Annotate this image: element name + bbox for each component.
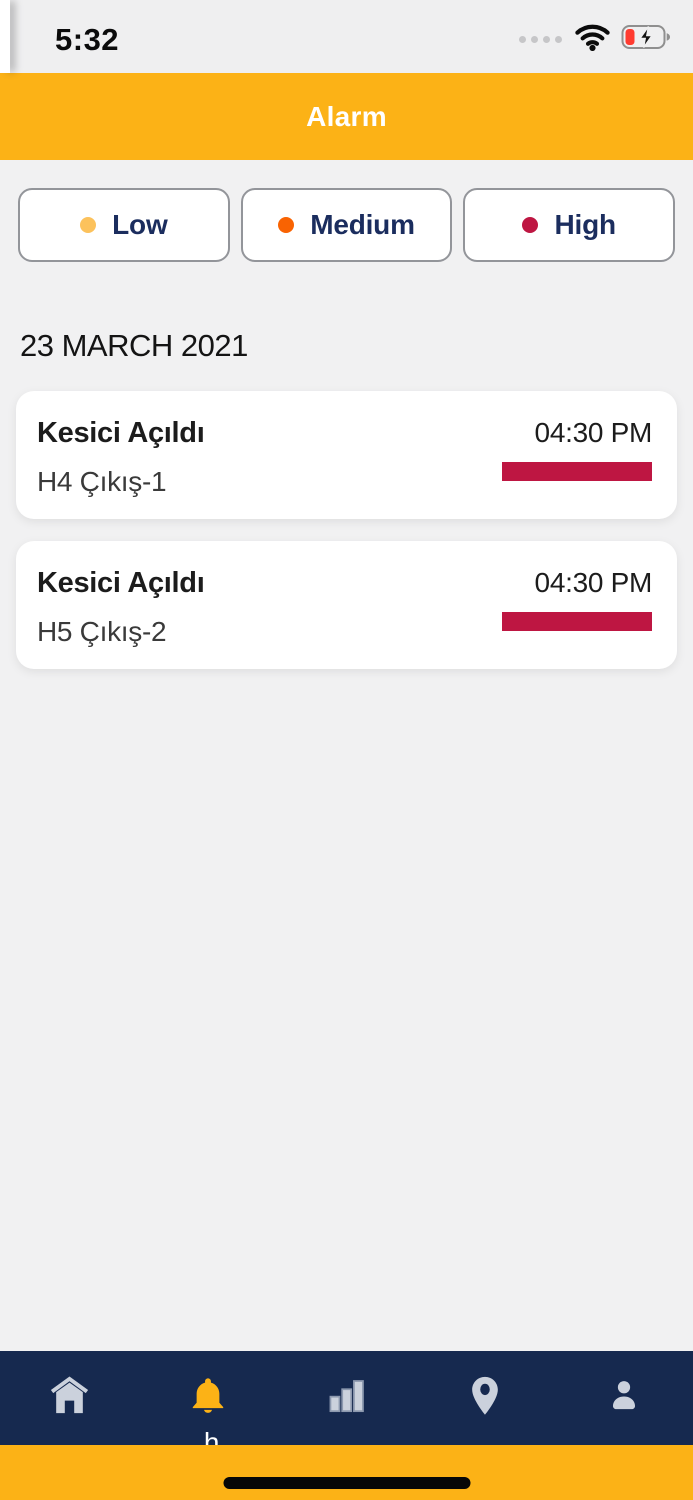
filter-button-low[interactable]: Low <box>18 188 230 262</box>
wifi-icon <box>574 23 611 56</box>
severity-bar <box>502 612 652 631</box>
filter-label: High <box>554 209 616 240</box>
low-severity-dot <box>80 217 97 233</box>
alarm-card-meta: 04:30 PM <box>502 567 652 669</box>
medium-severity-dot <box>278 217 295 233</box>
alarm-time: 04:30 PM <box>534 417 653 448</box>
bar-chart-icon <box>323 1372 370 1424</box>
page-title: Alarm <box>306 100 387 132</box>
alarm-time: 04:30 PM <box>534 567 653 598</box>
status-icons <box>519 23 673 56</box>
drawer-edge <box>0 0 10 73</box>
bell-icon <box>186 1374 230 1423</box>
nav-item-profile[interactable] <box>554 1351 693 1445</box>
battery-charging-icon <box>621 24 673 55</box>
high-severity-dot <box>522 217 539 233</box>
alarm-source: H5 Çıkış-2 <box>37 616 167 647</box>
alarm-title: Kesici Açıldı <box>37 567 205 599</box>
alarm-card[interactable]: Kesici Açıldı H5 Çıkış-2 04:30 PM <box>16 541 677 669</box>
filter-label: Medium <box>310 209 415 240</box>
filter-button-medium[interactable]: Medium <box>240 188 453 262</box>
bottom-nav: h <box>0 1351 693 1445</box>
nav-item-alarms[interactable]: h <box>139 1351 278 1445</box>
alarm-title: Kesici Açıldı <box>37 417 205 449</box>
nav-item-stats[interactable] <box>277 1351 416 1445</box>
severity-bar <box>502 462 652 481</box>
active-nav-label-fragment: h <box>203 1427 220 1445</box>
status-bar: 5:32 <box>0 0 693 73</box>
app-header: Alarm <box>0 73 693 160</box>
home-strip <box>0 1445 693 1500</box>
alarm-source: H4 Çıkış-1 <box>37 466 167 497</box>
filter-button-high[interactable]: High <box>463 188 676 262</box>
alarm-card[interactable]: Kesici Açıldı H4 Çıkış-1 04:30 PM <box>16 391 677 519</box>
home-icon <box>46 1372 93 1424</box>
nav-item-locations[interactable] <box>416 1351 555 1445</box>
home-indicator[interactable] <box>223 1477 470 1489</box>
person-icon <box>603 1375 645 1422</box>
alarm-card-info: Kesici Açıldı H5 Çıkış-2 <box>37 567 205 669</box>
alarm-card-info: Kesici Açıldı H4 Çıkış-1 <box>37 417 205 519</box>
location-pin-icon <box>463 1374 507 1423</box>
alarm-list: Kesici Açıldı H4 Çıkış-1 04:30 PM Kesici… <box>0 391 693 669</box>
cellular-dots-icon <box>519 36 562 43</box>
severity-filter-row: Low Medium High <box>0 188 693 262</box>
date-header: 23 MARCH 2021 <box>20 328 248 363</box>
alarm-card-meta: 04:30 PM <box>502 417 652 519</box>
nav-item-home[interactable] <box>0 1351 139 1445</box>
filter-label: Low <box>112 209 168 240</box>
status-time: 5:32 <box>55 21 120 57</box>
